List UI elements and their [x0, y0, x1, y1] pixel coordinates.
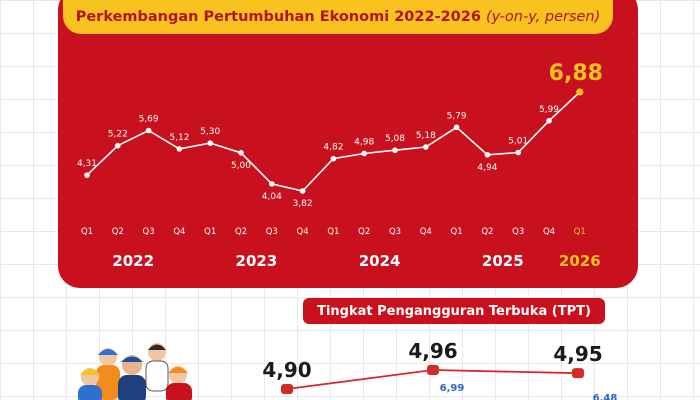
gdp-value-label: 6,88: [549, 61, 603, 86]
tpt-secondary-label: 6,48: [593, 393, 618, 400]
gdp-chart-card: [58, 0, 638, 288]
tpt-value-label: 4,96: [408, 339, 457, 363]
gdp-point: [176, 146, 183, 152]
gdp-point: [546, 117, 552, 124]
tpt-secondary-label: 6,99: [440, 383, 465, 394]
gdp-quarter-label: Q1: [327, 227, 339, 237]
gdp-year-label: 2024: [359, 252, 401, 270]
gdp-value-label: 5,08: [385, 134, 405, 144]
gdp-quarter-label: Q1: [451, 227, 463, 237]
gdp-value-label: 5,18: [416, 131, 436, 141]
gdp-point: [299, 188, 306, 194]
gdp-quarter-label: Q2: [112, 227, 124, 237]
gdp-value-label: 5,99: [539, 105, 559, 115]
gdp-quarter-label: Q3: [389, 227, 401, 237]
tpt-value-label: 4,90: [262, 358, 311, 382]
gdp-value-label: 5,01: [508, 137, 528, 147]
gdp-title-main: Perkembangan Pertumbuhan Ekonomi 2022-20…: [75, 9, 481, 25]
gdp-quarter-label: Q3: [266, 227, 278, 237]
gdp-quarter-label: Q1: [81, 227, 93, 237]
gdp-point: [484, 151, 491, 158]
gdp-quarter-label: Q3: [512, 227, 524, 237]
gdp-point: [207, 140, 213, 146]
gdp-point: [576, 88, 584, 96]
gdp-point: [269, 181, 275, 187]
gdp-value-label: 5,00: [231, 161, 251, 171]
gdp-year-label: 2022: [112, 252, 154, 270]
gdp-point: [423, 144, 429, 150]
tpt-point: [572, 368, 584, 379]
gdp-year-label: 2026: [559, 252, 601, 270]
gdp-point: [361, 150, 368, 157]
gdp-value-label: 5,22: [108, 130, 128, 140]
gdp-value-label: 5,12: [169, 133, 189, 143]
gdp-point: [84, 172, 90, 178]
gdp-title-unit: (y-on-y, persen): [485, 9, 601, 25]
gdp-quarter-label: Q4: [297, 227, 309, 237]
gdp-quarter-label: Q3: [143, 227, 155, 237]
gdp-point: [238, 150, 244, 156]
gdp-point: [330, 155, 337, 162]
gdp-quarter-label: Q4: [420, 227, 432, 237]
gdp-point: [392, 147, 398, 154]
gdp-chart-title: Perkembangan Pertumbuhan Ekonomi 2022-20…: [63, 0, 613, 34]
tpt-value-label: 4,95: [553, 342, 602, 366]
gdp-quarter-label: Q1: [204, 227, 216, 237]
gdp-value-label: 4,98: [354, 137, 374, 147]
gdp-value-label: 5,69: [139, 115, 159, 125]
gdp-point: [453, 124, 460, 131]
gdp-quarter-label: Q2: [481, 227, 493, 237]
gdp-quarter-label: Q4: [173, 227, 185, 237]
gdp-value-label: 4,04: [262, 192, 282, 202]
tpt-point: [427, 365, 439, 375]
gdp-point: [145, 127, 152, 134]
gdp-quarter-label: Q2: [235, 227, 247, 237]
gdp-point: [115, 142, 121, 149]
gdp-quarter-label: Q1: [574, 227, 586, 237]
tpt-chart-title: Tingkat Pengangguran Terbuka (TPT): [303, 298, 605, 324]
gdp-quarter-label: Q4: [543, 227, 555, 237]
gdp-value-label: 5,30: [200, 127, 220, 137]
gdp-value-label: 4,31: [77, 159, 97, 169]
gdp-quarter-label: Q2: [358, 227, 370, 237]
gdp-value-label: 3,82: [293, 199, 313, 209]
gdp-value-label: 4,82: [323, 143, 343, 153]
gdp-value-label: 5,79: [447, 111, 467, 121]
gdp-value-label: 4,94: [477, 163, 497, 173]
workers-illustration-icon: [78, 343, 192, 400]
gdp-year-label: 2023: [236, 252, 278, 270]
gdp-point: [515, 149, 521, 156]
gdp-line-chart: 4,31 5,22 5,69 5,12 5,30 5,00 4,04 3,82 4,82 4,98…: [77, 61, 603, 270]
tpt-point: [281, 384, 293, 394]
gdp-year-label: 2025: [482, 252, 524, 270]
